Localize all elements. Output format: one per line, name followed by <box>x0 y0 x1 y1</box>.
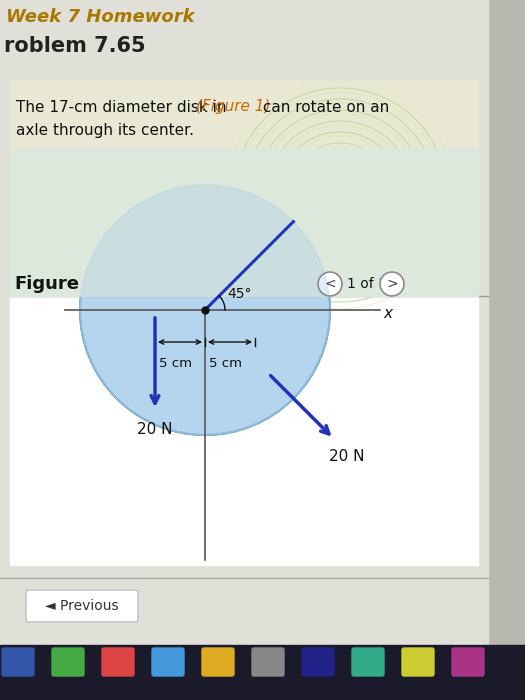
Text: (Figure 1): (Figure 1) <box>196 99 270 115</box>
Circle shape <box>80 185 330 435</box>
FancyBboxPatch shape <box>302 648 334 676</box>
FancyBboxPatch shape <box>352 648 384 676</box>
Text: >: > <box>386 277 398 291</box>
FancyBboxPatch shape <box>102 648 134 676</box>
Text: 45°: 45° <box>227 287 251 301</box>
Circle shape <box>80 185 330 435</box>
Text: roblem 7.65: roblem 7.65 <box>4 36 145 56</box>
Bar <box>10 148 478 296</box>
Circle shape <box>380 272 404 296</box>
Bar <box>0 645 525 700</box>
FancyBboxPatch shape <box>152 648 184 676</box>
FancyBboxPatch shape <box>252 648 284 676</box>
Circle shape <box>318 272 342 296</box>
Text: 20 N: 20 N <box>329 449 364 463</box>
Text: <: < <box>324 277 336 291</box>
Text: Week 7 Homework: Week 7 Homework <box>6 8 195 26</box>
FancyBboxPatch shape <box>26 590 138 622</box>
Text: 5 cm: 5 cm <box>209 357 242 370</box>
FancyBboxPatch shape <box>2 648 34 676</box>
FancyBboxPatch shape <box>52 648 84 676</box>
Text: ◄ Previous: ◄ Previous <box>45 599 119 613</box>
Bar <box>488 0 525 700</box>
Text: x: x <box>383 307 392 321</box>
Circle shape <box>80 185 330 435</box>
Text: Figure: Figure <box>14 275 79 293</box>
FancyBboxPatch shape <box>452 648 484 676</box>
Bar <box>10 148 478 296</box>
Text: The 17-cm diameter disk in: The 17-cm diameter disk in <box>16 99 232 115</box>
Text: can rotate on an: can rotate on an <box>258 99 389 115</box>
FancyBboxPatch shape <box>402 648 434 676</box>
Text: 20 N: 20 N <box>137 422 173 437</box>
Circle shape <box>80 185 330 435</box>
Text: axle through its center.: axle through its center. <box>16 122 194 137</box>
Text: 5 cm: 5 cm <box>159 357 192 370</box>
Text: 1 of 1: 1 of 1 <box>347 277 387 291</box>
FancyBboxPatch shape <box>202 648 234 676</box>
Bar <box>10 296 478 565</box>
Bar <box>10 80 478 148</box>
Circle shape <box>80 185 330 435</box>
Bar <box>10 148 478 296</box>
